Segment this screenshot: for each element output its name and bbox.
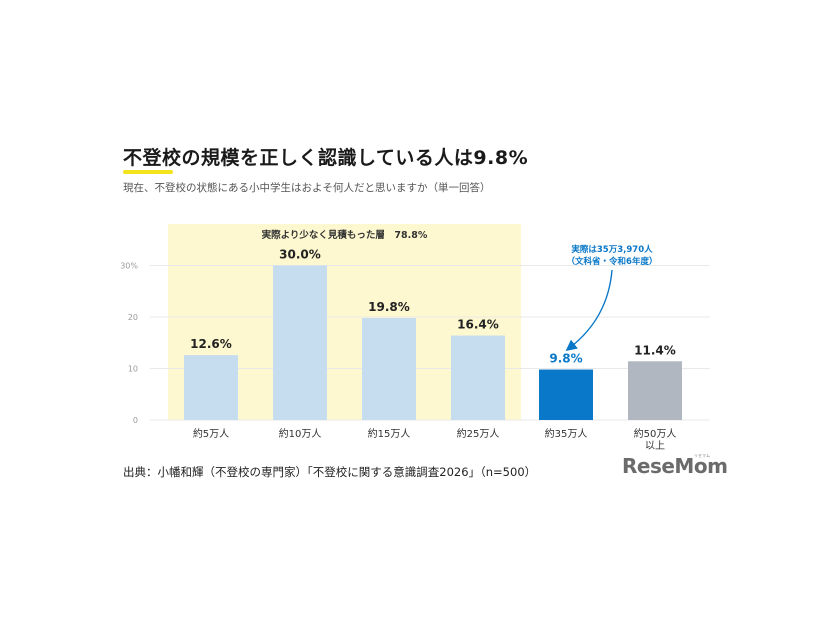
bar [539,369,593,420]
band-label: 実際より少なく見積もった層 78.8% [262,229,428,241]
data-label: 12.6% [190,337,232,351]
annotation-arrow [565,269,613,351]
y-tick-label: 0 [133,416,138,425]
data-label: 16.4% [457,318,499,332]
data-label: 30.0% [279,248,321,262]
resemom-logo: ReseMom [622,454,728,478]
data-label: 11.4% [634,343,676,357]
bar [184,355,238,420]
bar [273,265,327,420]
x-tick-label: 約10万人 [279,427,322,440]
chart-title: 不登校の規模を正しく認識している人は9.8% [123,147,529,169]
x-tick-label: 以上 [645,440,665,452]
x-tick-label: 約25万人 [457,427,500,440]
annotation-text: 実際は35万3,970人 [571,244,653,255]
resemom-logo-kana: リセマム [694,453,710,458]
x-tick-label: 約5万人 [193,427,229,440]
x-tick-label: 約50万人 [634,427,677,440]
chart-subtitle: 現在、不登校の状態にある小中学生はおよそ何人だと思いますか（単一回答） [123,182,491,194]
y-tick-label: 10 [128,365,138,374]
x-tick-label: 約35万人 [545,427,588,440]
data-label: 19.8% [368,300,410,314]
y-tick-label: 20 [128,313,138,322]
annotation-text: （文科省・令和6年度） [567,256,658,267]
bar [451,335,505,420]
source-note: 出典：小幡和輝（不登校の専門家）「不登校に関する意識調査2026」（n=500） [123,465,537,479]
y-tick-label: 30% [120,262,138,271]
data-label: 9.8% [549,352,582,366]
title-underline [123,170,173,174]
bar [362,318,416,420]
x-tick-label: 約15万人 [368,427,411,440]
bar [628,361,682,420]
